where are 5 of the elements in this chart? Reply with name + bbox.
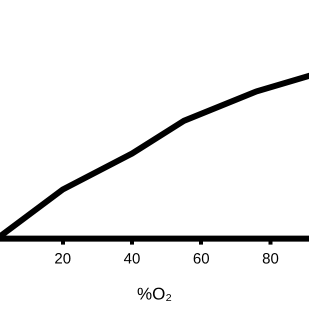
x-tick-label: 80	[262, 250, 279, 268]
x-tick-label: 60	[192, 250, 210, 268]
x-tick-label: 40	[124, 250, 140, 268]
x-axis-title: %O₂	[137, 284, 172, 304]
x-tick-label: 20	[54, 250, 72, 268]
